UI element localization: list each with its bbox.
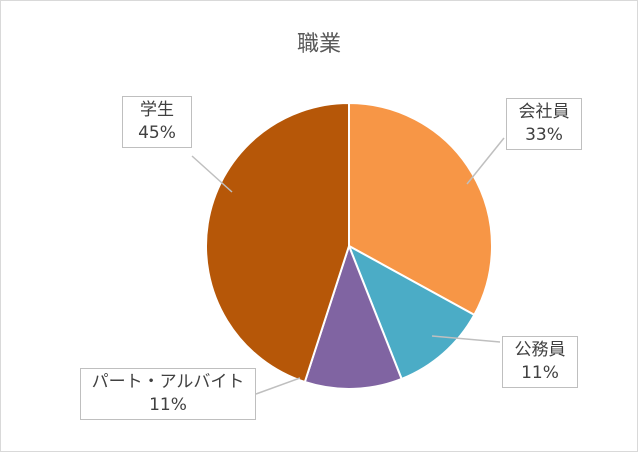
slice-category-label: 会社員 xyxy=(518,102,570,122)
slice-kaishain xyxy=(348,101,493,317)
slice-percent-label: 11% xyxy=(149,395,187,415)
leader-line xyxy=(431,335,501,343)
leader-line xyxy=(191,155,233,193)
slice-percent-label: 11% xyxy=(521,363,559,383)
slice-gakusei xyxy=(205,101,350,384)
slice-percent-label: 33% xyxy=(525,125,563,145)
chart-title: 職業 xyxy=(296,32,341,57)
data-label-gakusei: 学生 45% xyxy=(122,96,192,148)
slice-category-label: パート・アルバイト xyxy=(91,372,245,392)
slice-percent-label: 45% xyxy=(138,123,176,143)
slice-category-label: 公務員 xyxy=(514,340,566,360)
leader-line xyxy=(255,377,301,395)
slice-koumuin xyxy=(347,243,476,381)
data-label-kaishain: 会社員 33% xyxy=(506,98,582,150)
data-label-koumuin: 公務員 11% xyxy=(502,336,578,388)
slice-category-label: 学生 xyxy=(140,100,174,120)
data-label-part-arbeit: パート・アルバイト 11% xyxy=(80,368,256,420)
leader-line xyxy=(466,137,505,185)
slice-part-arbeit xyxy=(303,243,403,390)
